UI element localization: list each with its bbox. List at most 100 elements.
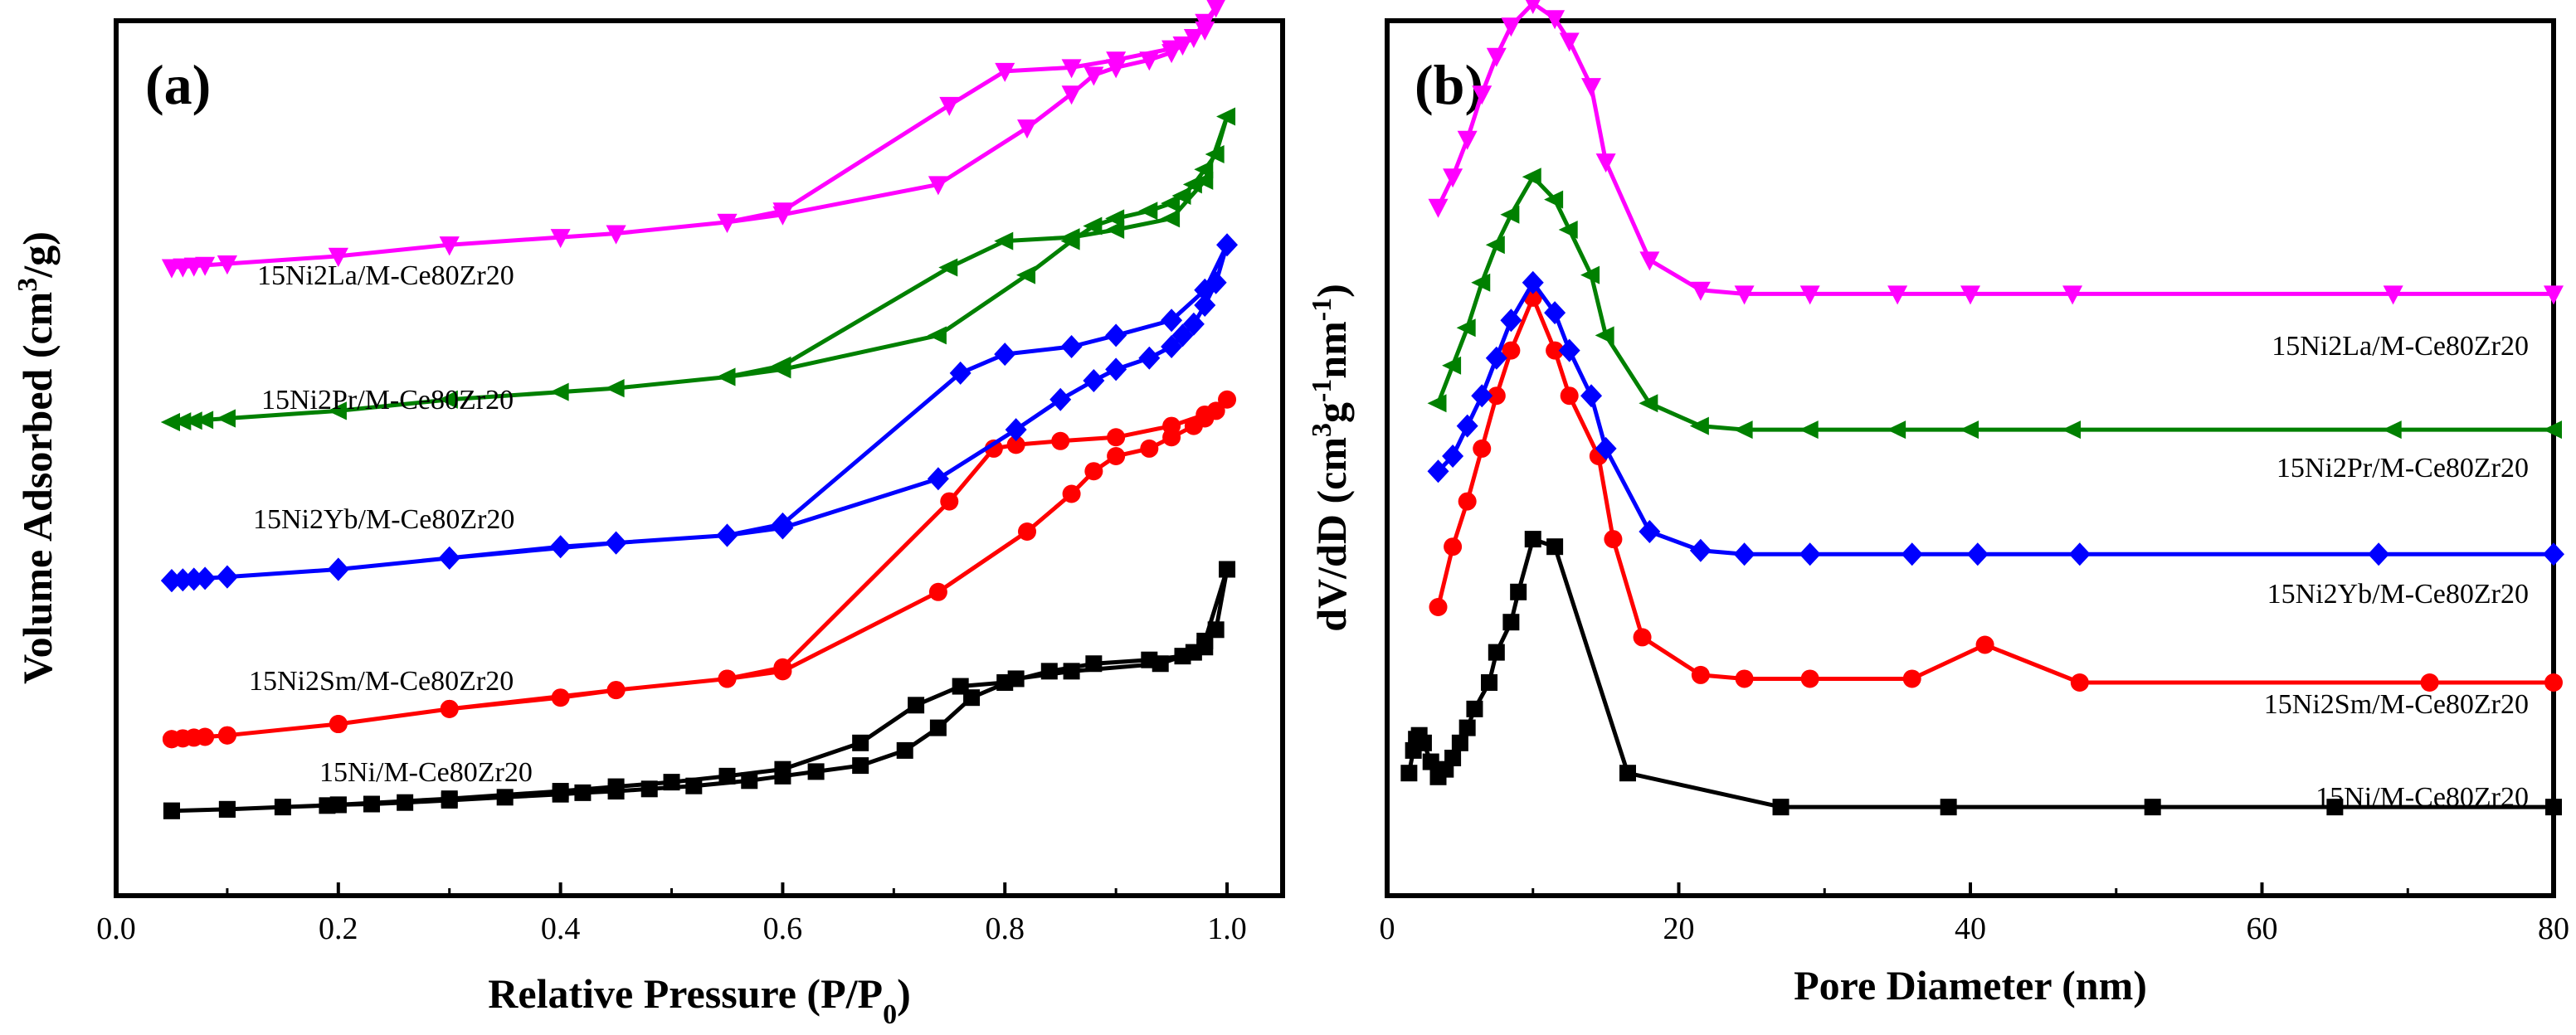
data-point-a-0-36 [852, 734, 869, 751]
data-point-a-2-16 [1138, 346, 1161, 370]
data-point-a-0-42 [441, 790, 458, 808]
data-point-b-1-12 [1691, 665, 1710, 684]
data-point-a-1-25 [1051, 431, 1070, 450]
series-label-a-15ni2la-m-ce80zr20: 15Ni2La/M-Ce80Zr20 [257, 260, 514, 291]
x-tick-label-b-4: 80 [2538, 911, 2569, 946]
data-point-b-0-10 [1458, 719, 1476, 736]
x-ticks-b: 0 20 40 60 80 [1380, 882, 2569, 946]
data-point-b-2-12 [1689, 538, 1712, 562]
series-line-b-15ni2yb-m-ce80zr20 [1436, 280, 2554, 556]
data-point-b-4-9 [1581, 78, 1602, 98]
x-tick-label-a-2: 0.4 [541, 911, 581, 946]
data-point-a-4-12 [1017, 119, 1038, 139]
data-point-b-3-5 [1500, 205, 1520, 224]
data-point-a-4-28 [939, 96, 960, 116]
data-point-a-0-16 [807, 763, 825, 780]
data-point-b-0-21 [2144, 799, 2161, 816]
data-point-a-2-33 [327, 557, 349, 581]
data-point-a-0-18 [896, 741, 913, 759]
data-point-a-3-3 [194, 411, 214, 430]
series-line-b-15ni2pr-m-ce80zr20 [1436, 174, 2554, 432]
x-tick-label-a-3: 0.6 [763, 911, 803, 946]
data-point-a-1-35 [162, 730, 181, 749]
data-point-a-3-1 [172, 412, 192, 431]
data-point-b-1-4 [1487, 386, 1506, 406]
data-point-a-2-3 [194, 566, 217, 590]
series-b-15ni-m-ce80zr20 [1400, 531, 2562, 816]
data-point-a-2-19 [1182, 312, 1205, 336]
data-point-b-1-10 [1604, 530, 1623, 549]
data-point-b-1-18 [2420, 673, 2439, 692]
series-label-b-15ni2yb-m-ce80zr20: 15Ni2Yb/M-Ce80Zr20 [2267, 579, 2529, 610]
data-point-a-4-32 [439, 236, 460, 256]
data-point-a-2-32 [438, 546, 460, 570]
data-point-a-2-13 [1049, 387, 1072, 411]
data-point-b-2-18 [2368, 542, 2390, 566]
series-label-b-15ni2pr-m-ce80zr20: 15Ni2Pr/M-Ce80Zr20 [2277, 453, 2529, 483]
data-point-b-4-13 [1734, 285, 1755, 305]
data-point-a-1-21 [1218, 390, 1237, 409]
data-point-b-4-7 [1545, 10, 1566, 30]
data-point-a-1-7 [551, 688, 570, 707]
data-point-a-1-24 [1107, 428, 1126, 447]
data-point-a-0-32 [1040, 663, 1058, 680]
data-point-a-3-17 [1161, 194, 1181, 213]
data-point-b-2-14 [1799, 542, 1821, 566]
data-point-a-3-26 [1060, 228, 1080, 247]
series-a-15ni2la-m-ce80zr20 [161, 0, 1225, 279]
data-point-b-3-6 [1522, 168, 1541, 187]
data-point-a-2-31 [605, 531, 627, 555]
data-point-b-1-13 [1735, 669, 1754, 688]
panel-label-a: (a) [145, 53, 211, 116]
data-point-b-2-8 [1558, 338, 1580, 362]
data-point-a-2-20 [1194, 294, 1216, 317]
plot-frame-a [114, 18, 1285, 898]
data-point-a-3-25 [1105, 221, 1125, 239]
data-point-a-1-12 [1018, 522, 1037, 541]
series-label-a-15ni2sm-m-ce80zr20: 15Ni2Sm/M-Ce80Zr20 [249, 666, 514, 697]
data-point-b-3-12 [1689, 416, 1709, 435]
data-point-b-1-5 [1502, 341, 1521, 360]
data-point-a-0-40 [607, 778, 625, 795]
data-point-a-0-22 [1063, 663, 1080, 680]
data-point-b-4-6 [1525, 0, 1541, 14]
series-label-b-15ni2sm-m-ce80zr20: 15Ni2Sm/M-Ce80Zr20 [2264, 689, 2529, 720]
data-point-b-4-11 [1639, 251, 1660, 271]
series-label-b-15ni2la-m-ce80zr20: 15Ni2La/M-Ce80Zr20 [2272, 331, 2529, 362]
data-point-a-4-31 [606, 225, 626, 245]
series-a-15ni2yb-m-ce80zr20 [160, 233, 1239, 593]
data-point-b-3-15 [1887, 420, 1906, 440]
data-point-b-1-16 [1975, 635, 1994, 654]
data-point-a-0-28 [1196, 632, 1214, 649]
data-point-b-4-17 [2062, 285, 2083, 305]
data-point-a-4-7 [550, 229, 571, 249]
data-point-a-4-16 [1139, 51, 1160, 71]
data-point-a-2-15 [1105, 357, 1127, 381]
data-point-b-2-3 [1471, 384, 1493, 408]
data-point-a-0-44 [218, 800, 236, 818]
data-point-a-0-17 [852, 757, 869, 775]
data-point-b-4-4 [1486, 47, 1507, 67]
x-tick-label-a-4: 0.8 [985, 911, 1025, 946]
data-point-a-3-21 [1205, 145, 1225, 163]
data-point-b-0-19 [1772, 799, 1790, 816]
data-point-a-2-17 [1161, 335, 1183, 359]
data-point-b-2-17 [2068, 542, 2091, 566]
data-point-b-2-6 [1522, 270, 1544, 294]
data-point-a-4-13 [1061, 85, 1082, 105]
data-point-b-4-0 [1428, 198, 1449, 218]
data-point-b-3-1 [1442, 356, 1462, 375]
x-ticks-a: 0.0 0.2 0.4 0.6 0.8 1.0 [96, 882, 1247, 946]
data-point-a-4-3 [195, 256, 216, 276]
data-point-b-4-19 [2544, 285, 2564, 305]
data-point-b-2-19 [2543, 542, 2564, 566]
series-b-15ni2sm-m-ce80zr20 [1429, 288, 2563, 692]
data-point-b-0-8 [1444, 750, 1462, 766]
series-line-b-15ni2la-m-ce80zr20 [1436, 1, 2554, 296]
x-tick-label-b-1: 20 [1663, 911, 1695, 946]
data-point-a-1-30 [718, 669, 737, 688]
data-point-a-3-29 [772, 356, 791, 375]
data-point-a-2-24 [1161, 309, 1183, 333]
data-point-b-0-18 [1619, 765, 1636, 782]
